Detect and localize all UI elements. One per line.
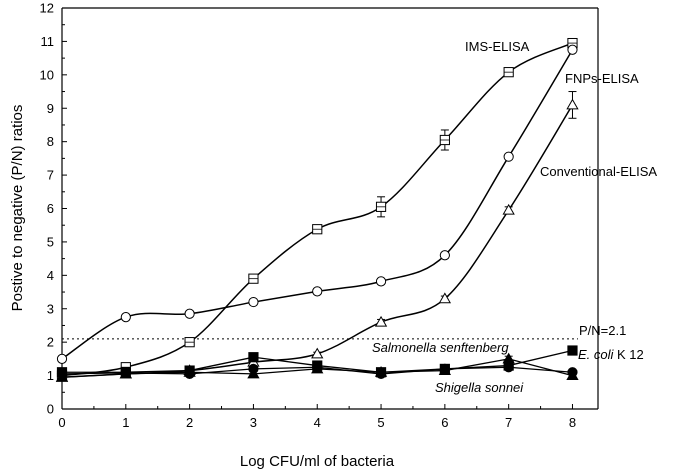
data-point-triangle (566, 98, 579, 110)
x-tick-label: 2 (186, 415, 193, 430)
x-axis-title: Log CFU/ml of bacteria (240, 453, 395, 470)
data-point-circle (375, 368, 387, 380)
y-tick-label: 9 (47, 101, 54, 116)
series-conventional-elisa (55, 91, 579, 382)
y-tick-label: 10 (40, 67, 54, 82)
data-point-circle (56, 353, 68, 364)
y-tick-label: 2 (47, 335, 54, 350)
data-point-circle (248, 363, 259, 374)
x-tick-label: 5 (377, 415, 384, 430)
x-tick-label: 7 (505, 415, 512, 430)
annotation-salmonella: Salmonella senftenberg (372, 340, 509, 355)
annotation-fnps-elisa: FNPs-ELISA (565, 71, 639, 86)
annotation-shigella: Shigella sonnei (435, 380, 524, 395)
y-tick-label: 1 (47, 368, 54, 383)
data-point-triangle (311, 347, 324, 359)
data-point-circle (312, 362, 323, 373)
data-point-circle (248, 296, 259, 308)
data-point-circle (503, 151, 514, 162)
y-tick-label: 12 (40, 1, 54, 16)
annotation-ecoli-rest: K 12 (613, 347, 643, 362)
data-point-square (248, 352, 259, 363)
data-point-circle (312, 286, 323, 297)
y-tick-label: 4 (47, 268, 54, 283)
series-fnps-elisa (56, 44, 578, 364)
data-point-circle (56, 368, 68, 380)
x-tick-label: 1 (122, 415, 129, 430)
annotation-ecoli: E. coli K 12 (578, 347, 644, 362)
y-tick-label: 0 (47, 402, 54, 417)
x-tick-label: 4 (314, 415, 321, 430)
y-tick-label: 3 (47, 301, 54, 316)
y-tick-label: 11 (41, 34, 55, 49)
data-point-circle (120, 367, 131, 379)
annotation-ims-elisa: IMS-ELISA (465, 39, 530, 54)
series-line (61, 104, 574, 378)
data-point-circle (120, 312, 131, 323)
annotation-ecoli-italic: E. coli (578, 347, 615, 362)
series-ims-elisa (56, 37, 578, 381)
data-point-circle (567, 44, 578, 55)
data-point-triangle (374, 315, 388, 327)
y-tick-label: 5 (47, 234, 54, 249)
x-tick-label: 8 (569, 415, 576, 430)
annotation-threshold: P/N=2.1 (579, 323, 626, 338)
data-point-circle (439, 363, 450, 374)
data-point-circle (567, 367, 578, 378)
y-tick-label: 8 (47, 134, 54, 149)
series-layer (55, 37, 579, 382)
series-shigella-sonnei (56, 362, 578, 380)
data-point-circle (439, 250, 450, 261)
data-point-triangle (438, 292, 452, 304)
annotation-conventional-elisa: Conventional-ELISA (540, 164, 657, 179)
y-tick-label: 7 (47, 168, 54, 183)
data-point-circle (184, 308, 195, 319)
x-tick-label: 0 (58, 415, 65, 430)
y-tick-label: 6 (47, 201, 54, 216)
data-point-circle (184, 368, 195, 380)
data-point-circle (375, 276, 387, 287)
data-point-triangle (502, 203, 515, 215)
series-line (61, 49, 574, 360)
series-line (61, 42, 573, 377)
x-tick-label: 3 (250, 415, 257, 430)
data-point-square (567, 345, 578, 356)
data-point-circle (503, 362, 514, 373)
x-tick-label: 6 (441, 415, 448, 430)
y-axis-title: Postive to negative (P/N) ratios (9, 105, 26, 312)
